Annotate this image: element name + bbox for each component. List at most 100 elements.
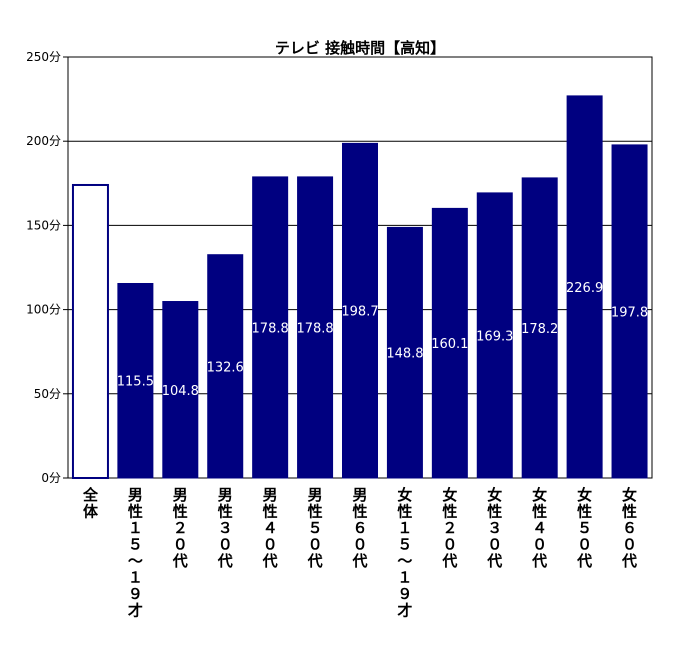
- x-tick-label-char: ６: [352, 519, 367, 537]
- x-tick-label-char: ３: [218, 519, 233, 537]
- bar-3: [162, 301, 199, 479]
- x-tick-label-char: 性: [487, 503, 502, 521]
- x-tick-label-char: 女: [442, 486, 457, 504]
- data-label: 160.1: [431, 337, 468, 352]
- x-tick-label-char: 全: [82, 486, 99, 504]
- x-tick-label-char: 性: [308, 503, 323, 521]
- data-label: 115.5: [117, 375, 154, 390]
- x-tick-label-char: 性: [397, 503, 412, 521]
- x-tick-label-char: ０: [487, 536, 502, 554]
- x-tick-label-char: ０: [308, 536, 323, 554]
- x-tick-label-char: 性: [577, 503, 592, 521]
- x-tick-label-char: 女: [622, 486, 637, 504]
- x-tick-label-char: 男: [263, 486, 278, 504]
- bar-2: [117, 282, 154, 479]
- x-tick-label-char: 男: [308, 486, 323, 504]
- bar-7: [342, 142, 378, 479]
- x-tick-label-char: ５: [577, 519, 592, 537]
- x-tick-label-char: 代: [217, 552, 233, 570]
- x-tick-label-char: 〜: [397, 552, 412, 570]
- x-tick-label-char: 性: [442, 503, 457, 521]
- x-tick-label-char: 代: [307, 552, 323, 570]
- x-tick-label-char: ３: [487, 519, 502, 537]
- x-tick-label-char: 性: [352, 503, 367, 521]
- x-tick-label-char: 性: [263, 503, 278, 521]
- x-axis-labels: 全体男性１５〜１９才男性２０代男性３０代男性４０代男性５０代男性６０代女性１５〜…: [82, 486, 637, 620]
- x-tick-label-char: ０: [622, 536, 637, 554]
- x-tick-label-char: 女: [577, 486, 592, 504]
- bar-11: [521, 177, 558, 479]
- x-tick-label-char: 才: [128, 602, 143, 620]
- y-tick-label: 100分: [26, 303, 61, 317]
- x-tick-label-char: ０: [263, 536, 278, 554]
- x-tick-label-char: 男: [173, 486, 188, 504]
- bar-13: [611, 144, 648, 479]
- x-tick-label-char: ２: [442, 519, 457, 537]
- bar-9: [431, 207, 468, 479]
- data-label: 178.8: [252, 321, 289, 336]
- x-tick-label-char: 女: [397, 486, 412, 504]
- x-tick-label-char: １: [397, 519, 412, 537]
- data-label: 178.8: [296, 321, 333, 336]
- data-label: 104.8: [162, 384, 199, 399]
- x-tick-label: 全体: [82, 486, 99, 521]
- x-tick-label-char: 代: [621, 552, 637, 570]
- x-tick-label-char: 代: [351, 552, 367, 570]
- x-tick-label-char: １: [397, 569, 412, 587]
- x-tick-label-char: 才: [397, 602, 412, 620]
- bar-8: [386, 226, 423, 479]
- x-tick-label-char: ５: [397, 536, 412, 554]
- x-tick-label-char: 男: [352, 486, 367, 504]
- data-label: 197.8: [611, 305, 648, 320]
- bar-10: [476, 192, 513, 479]
- x-tick-label-char: 代: [172, 552, 188, 570]
- x-tick-label-char: 性: [622, 503, 637, 521]
- bar-4: [207, 254, 244, 479]
- data-label: 148.8: [386, 347, 423, 362]
- x-tick-label-char: 性: [532, 503, 547, 521]
- x-tick-label-char: ４: [532, 519, 547, 537]
- bar-5: [252, 176, 289, 479]
- x-tick-label-char: 体: [83, 503, 99, 521]
- x-tick-label-char: 代: [576, 552, 592, 570]
- y-tick-label: 200分: [26, 134, 61, 148]
- x-tick-label-char: 女: [532, 486, 547, 504]
- x-tick-label-char: ０: [442, 536, 457, 554]
- x-tick-label-char: ９: [397, 585, 412, 603]
- x-tick-label-char: 代: [262, 552, 278, 570]
- data-labels: 115.5 104.8 132.6 178.8 178.8 198.7 148.8 160.1…: [117, 281, 648, 399]
- data-label: 169.3: [476, 329, 513, 344]
- x-tick-label-char: 性: [128, 503, 143, 521]
- y-tick-label: 150分: [26, 218, 61, 232]
- x-tick-label-char: ０: [173, 536, 188, 554]
- data-label: 226.9: [566, 281, 603, 296]
- x-tick-label-char: 性: [218, 503, 233, 521]
- x-tick-label-char: １: [128, 519, 143, 537]
- data-label: 198.7: [341, 305, 378, 320]
- data-label: 132.6: [207, 360, 244, 375]
- y-tick-label: 0分: [41, 471, 61, 485]
- x-tick-label-char: 代: [486, 552, 502, 570]
- x-tick-label-char: ６: [622, 519, 637, 537]
- x-tick-label-char: ０: [218, 536, 233, 554]
- x-tick-label-char: ０: [352, 536, 367, 554]
- x-tick-label-char: ０: [577, 536, 592, 554]
- x-tick-label-char: ０: [532, 536, 547, 554]
- x-tick-label-char: 代: [531, 552, 547, 570]
- y-tick-label: 250分: [26, 50, 61, 64]
- x-tick-label-char: ９: [128, 585, 143, 603]
- x-tick-label-char: ４: [263, 519, 278, 537]
- x-tick-label-char: 代: [441, 552, 457, 570]
